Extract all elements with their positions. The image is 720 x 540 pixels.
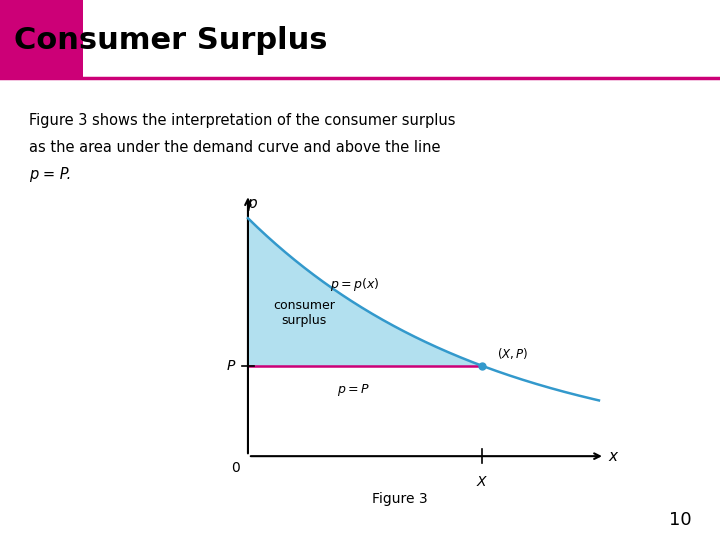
Bar — [0, 0, 83, 78]
Text: p = P.: p = P. — [29, 167, 71, 183]
Text: consumer
surplus: consumer surplus — [273, 299, 335, 327]
Text: $p$: $p$ — [247, 197, 258, 213]
Text: $x$: $x$ — [608, 449, 620, 464]
Text: $P$: $P$ — [226, 359, 236, 373]
Text: $p = P$: $p = P$ — [337, 382, 369, 397]
Text: Consumer Surplus: Consumer Surplus — [14, 26, 328, 55]
Text: $0$: $0$ — [231, 461, 241, 475]
Text: Figure 3: Figure 3 — [372, 492, 428, 507]
Text: Figure 3 shows the interpretation of the consumer surplus: Figure 3 shows the interpretation of the… — [29, 113, 455, 129]
Text: 10: 10 — [669, 511, 691, 529]
Text: as the area under the demand curve and above the line: as the area under the demand curve and a… — [29, 140, 441, 156]
Text: $p = p(x)$: $p = p(x)$ — [330, 276, 379, 293]
Text: $X$: $X$ — [476, 475, 488, 489]
Text: $(X, P)$: $(X, P)$ — [498, 346, 528, 361]
